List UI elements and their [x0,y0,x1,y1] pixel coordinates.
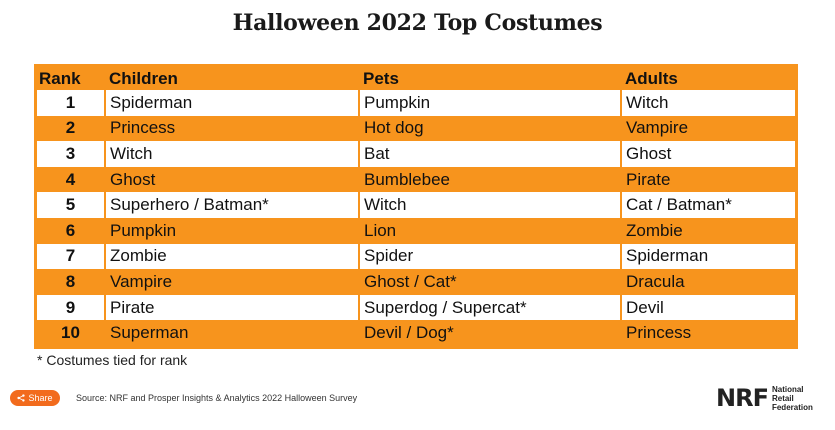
children-cell: Superman [104,320,359,346]
pets-cell: Lion [358,217,621,244]
rank-cell: 7 [37,243,105,270]
pets-cell: Ghost / Cat* [358,269,621,295]
table-row: 3 Witch Bat Ghost [37,141,795,167]
pets-cell: Pumpkin [358,90,621,116]
children-cell: Pumpkin [104,217,359,244]
header-pets: Pets [363,68,399,88]
rank-cell: 10 [37,320,105,346]
adults-cell: Cat / Batman* [620,192,795,218]
share-label: Share [28,393,53,403]
pets-cell: Witch [358,192,621,218]
table-row: 10 Superman Devil / Dog* Princess [37,320,795,346]
children-cell: Ghost [104,166,359,193]
adults-cell: Dracula [620,269,795,295]
rank-cell: 9 [37,294,105,321]
rank-cell: 8 [37,269,105,295]
adults-cell: Pirate [620,166,795,193]
pets-cell: Hot dog [358,115,621,142]
header-rank: Rank [39,68,81,88]
children-cell: Spiderman [104,90,359,116]
table-row: 7 Zombie Spider Spiderman [37,243,795,270]
pets-cell: Devil / Dog* [358,320,621,346]
pets-cell: Bumblebee [358,166,621,193]
header-children: Children [109,68,178,88]
adults-cell: Ghost [620,141,795,167]
rank-cell: 4 [37,166,105,193]
rank-cell: 5 [37,192,105,218]
table-header-row: Rank Children Pets Adults [37,67,795,90]
adults-cell: Spiderman [620,243,795,270]
logo-line-1: National [771,384,804,394]
children-cell: Superhero / Batman* [104,192,359,218]
adults-cell: Witch [620,90,795,116]
children-cell: Princess [104,115,359,142]
adults-cell: Vampire [620,115,795,142]
share-icon [17,394,26,402]
rank-cell: 2 [37,115,105,142]
source-note: Source: NRF and Prosper Insights & Analy… [76,393,358,403]
logo-mark: NRF [716,384,769,412]
pets-cell: Superdog / Supercat* [358,294,621,321]
adults-cell: Zombie [620,217,795,244]
adults-cell: Princess [620,320,795,346]
footnote: * Costumes tied for rank [37,352,188,368]
pets-cell: Bat [358,141,621,167]
children-cell: Witch [104,141,359,167]
table-row: 6 Pumpkin Lion Zombie [37,217,795,244]
adults-cell: Devil [620,294,795,321]
page-title: Halloween 2022 Top Costumes [232,10,603,36]
table-row: 1 Spiderman Pumpkin Witch [37,90,795,116]
logo-org-name: National Retail Federation [772,385,813,412]
table-row: 8 Vampire Ghost / Cat* Dracula [37,269,795,295]
header-adults: Adults [625,68,678,88]
logo-line-2: Retail [771,393,794,403]
children-cell: Vampire [104,269,359,295]
rank-cell: 3 [37,141,105,167]
children-cell: Pirate [104,294,359,321]
logo-line-3: Federation [771,402,813,412]
table-row: 5 Superhero / Batman* Witch Cat / Batman… [37,192,795,218]
rank-cell: 1 [37,90,105,116]
costume-table: Rank Children Pets Adults 1 Spiderman Pu… [34,64,798,349]
nrf-logo: NRF National Retail Federation [716,384,813,412]
share-button[interactable]: Share [10,390,60,406]
rank-cell: 6 [37,217,105,244]
table-row: 4 Ghost Bumblebee Pirate [37,166,795,193]
table-row: 2 Princess Hot dog Vampire [37,115,795,142]
table-row: 9 Pirate Superdog / Supercat* Devil [37,294,795,321]
pets-cell: Spider [358,243,621,270]
children-cell: Zombie [104,243,359,270]
